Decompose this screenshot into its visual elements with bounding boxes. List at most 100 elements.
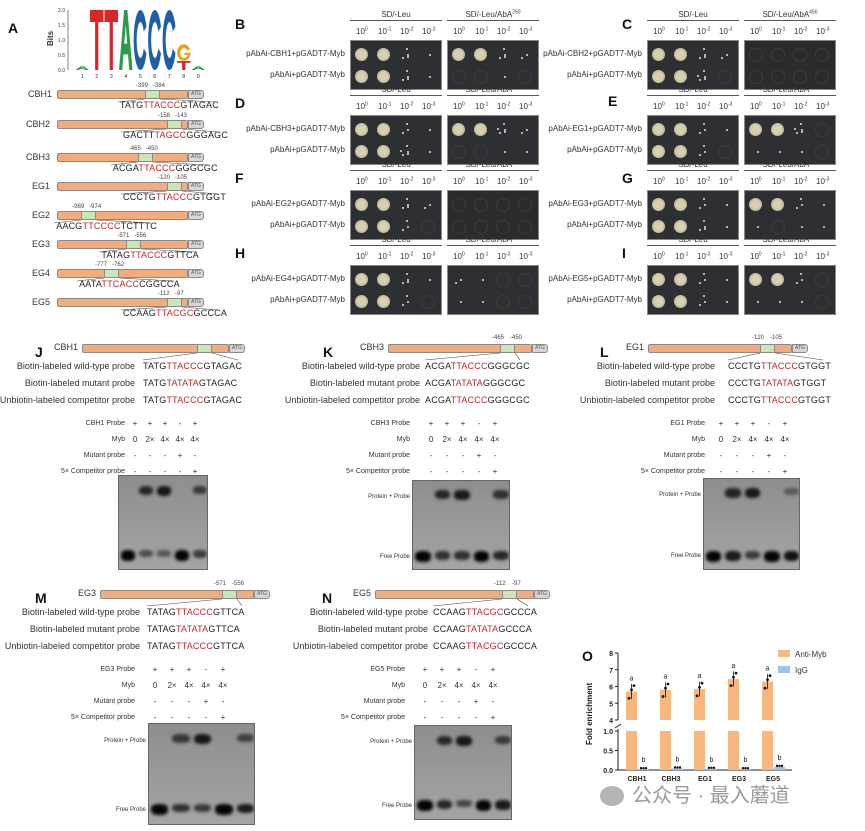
colony-faint (815, 48, 829, 62)
dilution-base: 10 (750, 252, 759, 261)
condition-value: + (177, 451, 183, 460)
colony-dot (721, 56, 724, 59)
binding-site-box (81, 211, 97, 220)
condition-value: - (445, 467, 449, 476)
condition-value: + (203, 697, 209, 706)
bait-row-label: pAbAi-CBH3+pGADT7-Myb (246, 124, 345, 133)
condition-value: - (474, 665, 478, 674)
binding-site-box (167, 298, 182, 307)
sequence-flank: GTTCA (167, 250, 199, 260)
probe-sequence: CCCTGTTACCCGTGGT (728, 395, 831, 405)
dilution-label: 10-1 (772, 252, 785, 262)
dilution-label: 10-3 (519, 27, 532, 37)
panel-label-f: F (235, 170, 244, 186)
condition-label: EG5 Probe (370, 665, 405, 675)
colony-spot (771, 123, 784, 136)
sequence-flank: TATG (143, 395, 167, 405)
promoter-sequence: ACGATTACCCGGGCGC (113, 163, 218, 173)
colony-faint (452, 198, 466, 212)
dilution-exponent: 0 (758, 251, 762, 258)
y-tick-label: 0.0 (603, 768, 613, 775)
medium-header: SD/-Leu/AbA350 (744, 85, 836, 96)
condition-value: 2× (437, 681, 447, 690)
logo-letter-a (75, 66, 89, 70)
medium-name: SD/-Leu (381, 235, 411, 244)
coord-start: -989 (72, 204, 85, 210)
dilution-base: 10 (816, 177, 825, 186)
data-point (746, 767, 750, 770)
bar-igg (638, 769, 649, 770)
colony-dot (407, 301, 409, 303)
colony-spot (377, 198, 390, 211)
condition-value: - (477, 467, 481, 476)
condition-value: - (440, 713, 444, 722)
colony-faint (815, 70, 829, 84)
dilution-exponent: -1 (386, 101, 392, 108)
data-point (644, 767, 648, 770)
colony-dot (703, 228, 706, 231)
dilution-exponent: -2 (408, 251, 414, 258)
connector-line (120, 190, 168, 195)
colony-dot (407, 279, 409, 281)
agar-plate (647, 115, 739, 165)
probe-label: Unbiotin-labeled competitor probe (4, 641, 140, 651)
condition-value: - (477, 419, 481, 428)
y-tick-label: 4 (609, 718, 613, 725)
condition-value: 4× (201, 681, 211, 690)
atg-box: ATG (188, 120, 204, 129)
data-point (741, 767, 745, 770)
aba-concentration: 250 (512, 9, 521, 16)
dilution-exponent: -3 (727, 176, 733, 183)
dilution-label: 10-1 (675, 177, 688, 187)
colony-faint (474, 220, 488, 234)
promoter-bar (57, 120, 188, 129)
bait-row-label: pAbAi-EG2+pGADT7-Myb (251, 199, 345, 208)
condition-value: + (782, 419, 788, 428)
dilution-base: 10 (719, 252, 728, 261)
dilution-exponent: 0 (758, 26, 762, 33)
condition-value: + (132, 419, 138, 428)
condition-label: Myb (392, 681, 405, 691)
colony-dot (502, 123, 505, 126)
colony-dot (697, 75, 700, 78)
dilution-label: 10-3 (422, 252, 435, 262)
condition-value: 0 (132, 435, 138, 444)
dilution-base: 10 (750, 27, 759, 36)
dilution-base: 10 (422, 102, 431, 111)
colony-faint (474, 198, 488, 212)
condition-value: - (153, 697, 157, 706)
condition-value: - (719, 467, 723, 476)
y-tick-label: 8 (609, 651, 613, 658)
connector-line (516, 598, 529, 607)
condition-name: Myb (391, 682, 405, 689)
colony-faint (421, 220, 435, 234)
protein-probe-label: Protein + Probe (659, 491, 701, 498)
condition-value: 4× (780, 435, 790, 444)
colony-faint (718, 70, 732, 84)
medium-name: SD/-Leu (381, 10, 411, 19)
coord-start: -112 (494, 581, 506, 587)
colony-dot (504, 151, 506, 153)
medium-name: SD/-Leu/AbA (465, 10, 513, 19)
condition-value: - (429, 467, 433, 476)
dilution-base: 10 (378, 252, 387, 261)
free-probe-band (417, 800, 433, 812)
dilution-label: 10-1 (772, 177, 785, 187)
condition-value: 4× (488, 681, 498, 690)
colony-dot (703, 78, 706, 81)
colony-spot (674, 295, 687, 308)
colony-dot (699, 56, 702, 59)
colony-dot (405, 70, 408, 73)
coord-end: -143 (175, 113, 188, 119)
colony-faint (749, 70, 763, 84)
dilution-base: 10 (400, 177, 409, 186)
control-row-label: pAbAi+pGADT7-Myb (567, 145, 642, 154)
aba-concentration: 300 (512, 159, 521, 166)
shifted-band (725, 488, 741, 498)
probe-sequence: CCAAGTATATAGCCCA (433, 624, 532, 634)
probe-label: Unbiotin-labeled competitor probe (292, 641, 428, 651)
condition-value: 4× (748, 435, 758, 444)
coord-start: -399 (135, 83, 148, 89)
condition-value: - (204, 713, 208, 722)
data-point (778, 764, 781, 768)
